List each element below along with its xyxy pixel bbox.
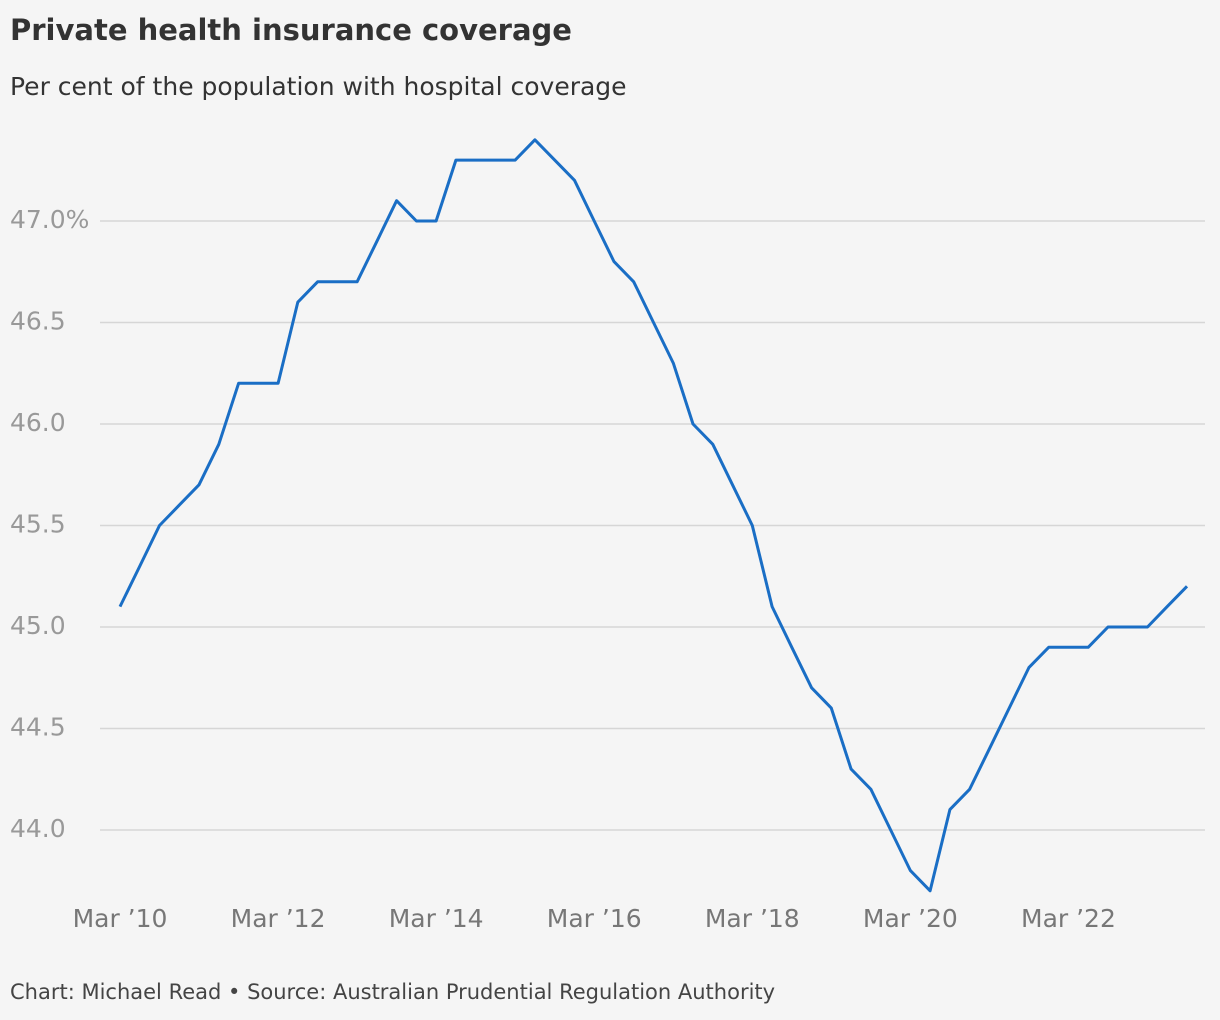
y-tick-label: 46.0 (10, 408, 66, 437)
y-tick-label: 46.5 (10, 306, 66, 335)
y-tick-label: 45.0 (10, 611, 66, 640)
x-tick-label: Mar ’10 (73, 904, 168, 933)
chart-subtitle: Per cent of the population with hospital… (10, 72, 627, 101)
chart-title: Private health insurance coverage (10, 13, 572, 47)
x-tick-label: Mar ’16 (547, 904, 642, 933)
y-tick-label: 45.5 (10, 509, 66, 538)
x-tick-label: Mar ’20 (863, 904, 958, 933)
source-note: Chart: Michael Read • Source: Australian… (10, 980, 775, 1004)
y-tick-label: 44.0 (10, 814, 66, 843)
y-tick-label: 47.0% (10, 205, 89, 234)
x-tick-label: Mar ’18 (705, 904, 800, 933)
x-tick-label: Mar ’22 (1021, 904, 1116, 933)
x-tick-label: Mar ’12 (231, 904, 326, 933)
x-tick-label: Mar ’14 (389, 904, 484, 933)
y-tick-label: 44.5 (10, 712, 66, 741)
data-line (118, 138, 1189, 893)
